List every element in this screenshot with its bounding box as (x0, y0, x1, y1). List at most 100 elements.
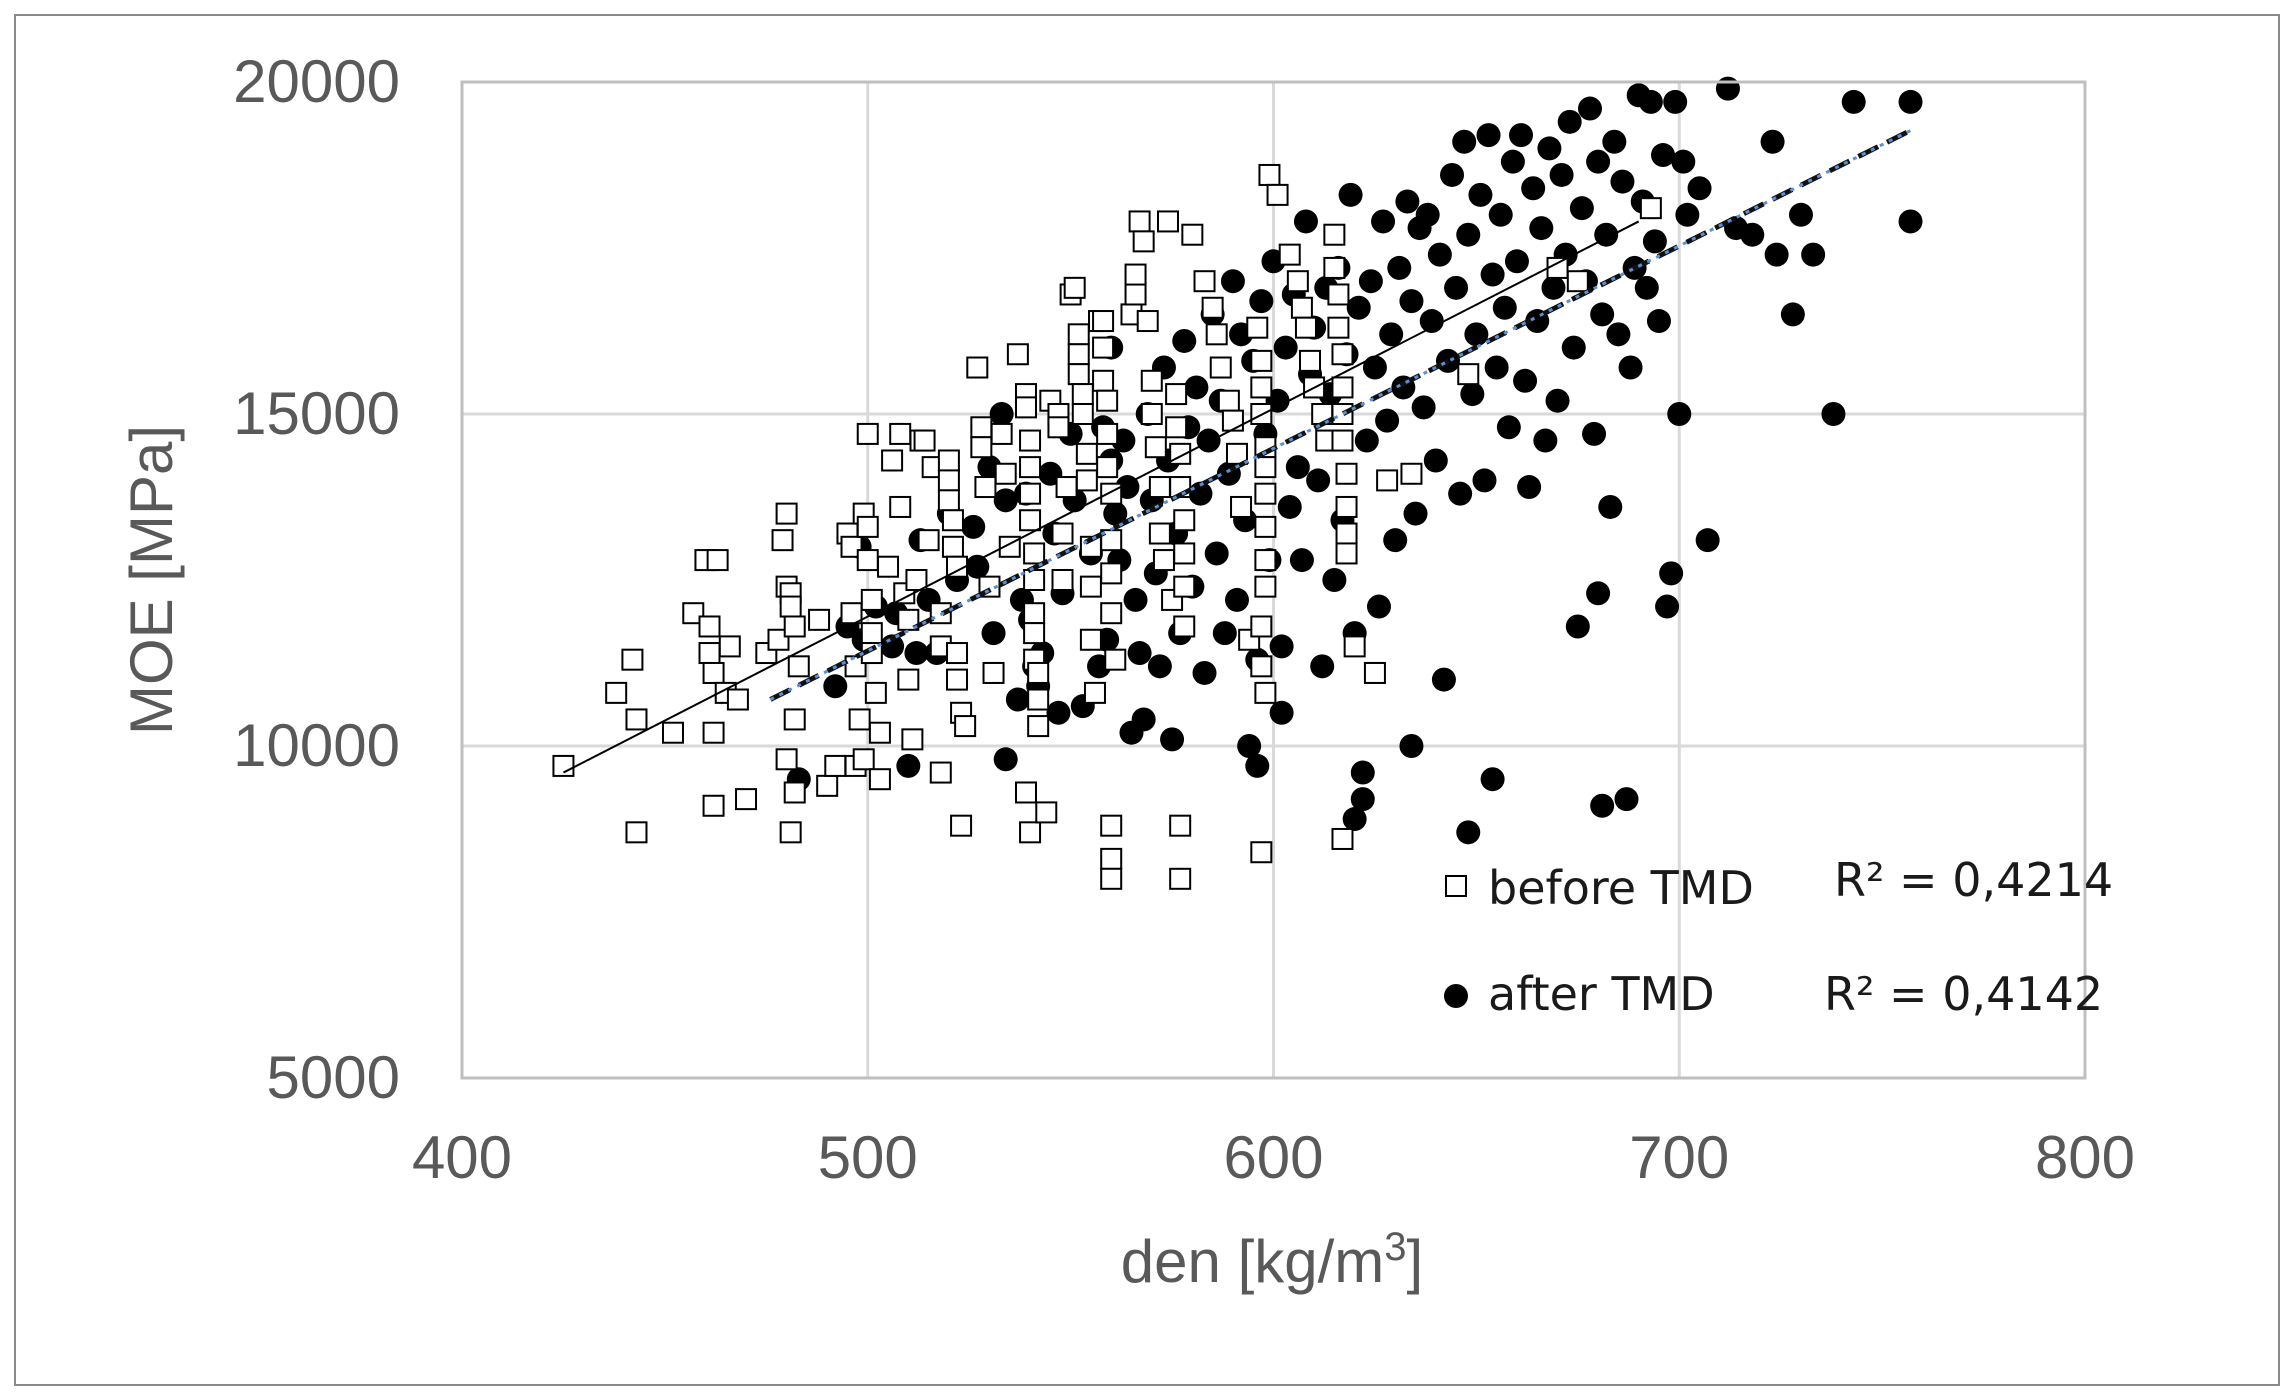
data-points (552, 76, 1923, 890)
point-before-tmd (1019, 456, 1042, 479)
point-before-tmd (1071, 383, 1094, 406)
point-before-tmd (1063, 276, 1086, 299)
point-before-tmd (775, 502, 798, 525)
point-after-tmd (1310, 654, 1335, 679)
trendline-after-tmd-dots (769, 127, 1916, 701)
point-after-tmd (1549, 162, 1574, 187)
point-before-tmd (860, 622, 883, 645)
point-before-tmd (1299, 349, 1322, 372)
point-after-tmd (896, 753, 921, 778)
point-after-tmd (1306, 468, 1331, 493)
point-before-tmd (1148, 522, 1171, 545)
point-before-tmd (966, 356, 989, 379)
point-after-tmd (1431, 667, 1456, 692)
point-before-tmd (1027, 661, 1050, 684)
point-after-tmd (1760, 129, 1785, 154)
legend-marker-after-tmd (1444, 984, 1468, 1008)
point-before-tmd (1075, 442, 1098, 465)
point-before-tmd (1047, 416, 1070, 439)
point-after-tmd (1537, 136, 1562, 161)
point-before-tmd (1079, 575, 1102, 598)
point-after-tmd (1192, 660, 1217, 685)
point-before-tmd (1286, 270, 1309, 293)
point-after-tmd (1586, 581, 1611, 606)
point-after-tmd (1188, 481, 1213, 506)
point-before-tmd (901, 728, 924, 751)
point-after-tmd (1123, 587, 1148, 612)
point-before-tmd (718, 635, 741, 658)
point-before-tmd (941, 535, 964, 558)
point-before-tmd (1014, 781, 1037, 804)
point-before-tmd (1092, 310, 1115, 333)
r-squared-after-tmd: R² = 0,4142 (1824, 967, 2103, 1021)
point-after-tmd (1788, 202, 1813, 227)
point-after-tmd (1103, 501, 1128, 526)
point-before-tmd (824, 754, 847, 777)
point-before-tmd (1400, 462, 1423, 485)
point-before-tmd (1165, 383, 1188, 406)
point-after-tmd (1500, 149, 1525, 174)
point-after-tmd (1249, 289, 1274, 314)
point-before-tmd (1083, 681, 1106, 704)
point-after-tmd (965, 554, 990, 579)
point-after-tmd (1764, 242, 1789, 267)
point-after-tmd (1898, 209, 1923, 234)
point-before-tmd (1457, 363, 1480, 386)
point-before-tmd (1181, 223, 1204, 246)
point-after-tmd (1456, 820, 1481, 845)
point-after-tmd (1569, 196, 1594, 221)
point-before-tmd (1014, 396, 1037, 419)
point-after-tmd (1411, 395, 1436, 420)
point-before-tmd (552, 754, 575, 777)
point-after-tmd (1204, 541, 1229, 566)
point-after-tmd (1715, 76, 1740, 101)
point-before-tmd (946, 668, 969, 691)
point-before-tmd (1246, 316, 1269, 339)
point-after-tmd (1541, 275, 1566, 300)
point-before-tmd (1019, 821, 1042, 844)
point-after-tmd (1147, 654, 1172, 679)
r-squared-before-tmd: R² = 0,4214 (1834, 853, 2113, 907)
point-before-tmd (1221, 409, 1244, 432)
point-before-tmd (881, 449, 904, 472)
point-before-tmd (1217, 389, 1240, 412)
point-before-tmd (913, 429, 936, 452)
x-axis-title-main: den [kg/m (1121, 1228, 1384, 1295)
point-after-tmd (1160, 727, 1185, 752)
point-after-tmd (1399, 734, 1424, 758)
point-before-tmd (1335, 495, 1358, 518)
point-after-tmd (1667, 402, 1692, 426)
point-before-tmd (897, 668, 920, 691)
point-before-tmd (877, 555, 900, 578)
point-after-tmd (993, 488, 1018, 513)
point-after-tmd (1488, 202, 1513, 227)
point-before-tmd (1148, 476, 1171, 499)
point-after-tmd (1565, 614, 1590, 639)
point-after-tmd (1342, 807, 1367, 832)
point-before-tmd (625, 708, 648, 731)
point-before-tmd (1128, 210, 1151, 233)
point-after-tmd (1448, 481, 1473, 506)
point-after-tmd (1695, 528, 1720, 553)
point-before-tmd (990, 422, 1013, 445)
point-before-tmd (1331, 343, 1354, 366)
point-before-tmd (1100, 814, 1123, 837)
point-after-tmd (1577, 96, 1602, 121)
point-after-tmd (1634, 275, 1659, 300)
point-after-tmd (1399, 289, 1424, 314)
point-after-tmd (1590, 302, 1615, 327)
trendline-before-tmd (562, 220, 1640, 774)
point-before-tmd (1051, 569, 1074, 591)
point-before-tmd (702, 661, 725, 684)
point-before-tmd (1019, 509, 1042, 532)
point-before-tmd (735, 788, 758, 811)
point-before-tmd (1019, 429, 1042, 452)
point-before-tmd (605, 681, 628, 704)
point-before-tmd (1376, 469, 1399, 492)
x-axis-title-suffix: ] (1407, 1228, 1424, 1295)
point-before-tmd (1363, 661, 1386, 684)
point-before-tmd (1335, 522, 1358, 545)
point-after-tmd (1452, 129, 1477, 154)
point-before-tmd (941, 509, 964, 532)
point-after-tmd (1375, 408, 1400, 433)
